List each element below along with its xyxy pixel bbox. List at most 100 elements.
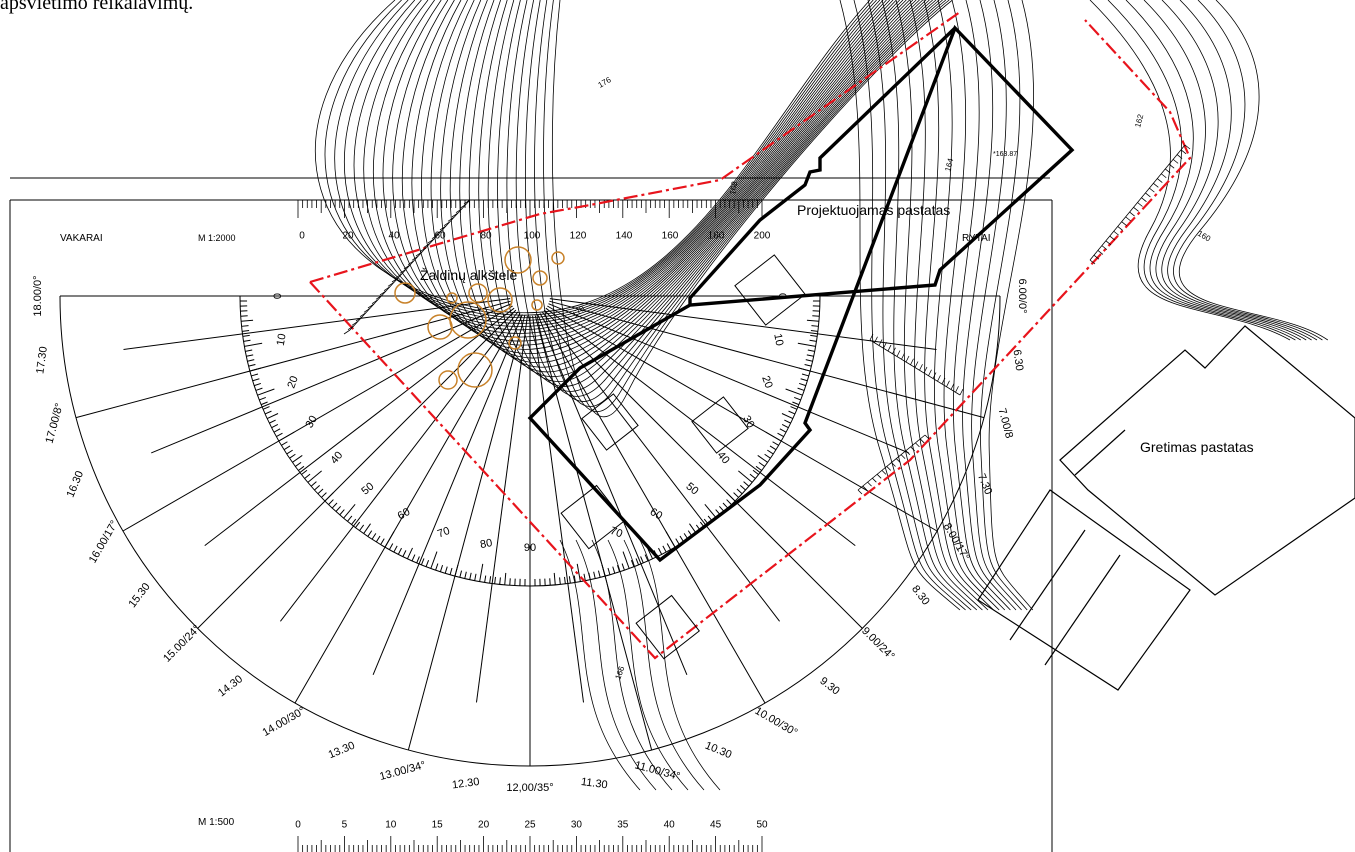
scale-bottom-tick-label: 0 <box>295 820 301 831</box>
wall-hatch <box>1093 254 1100 260</box>
protractor-tick <box>573 575 576 583</box>
wall-hatch <box>959 388 964 396</box>
scale-bottom-tick-label: 40 <box>664 820 676 831</box>
protractor-tick <box>380 538 385 545</box>
protractor-tick <box>800 378 808 382</box>
protractor-degree-label: 20 <box>285 374 300 390</box>
protractor-tick <box>249 367 262 372</box>
protractor-tick <box>733 492 739 498</box>
wall-hatch <box>1153 183 1159 188</box>
protractor-tick <box>241 325 249 327</box>
protractor-tick <box>347 515 353 522</box>
scale-bars <box>297 200 763 852</box>
sun-time-label: 16.30 <box>65 469 87 499</box>
sun-time-label: 14.00/30° <box>261 705 308 739</box>
scale-bottom-tick-label: 45 <box>710 820 722 831</box>
wall-hatch <box>351 321 359 326</box>
contour-line <box>497 0 933 387</box>
tree-circle <box>427 314 453 340</box>
wall-hatch <box>431 234 439 239</box>
wall-hatch <box>881 470 887 475</box>
contour-line <box>559 539 641 791</box>
contour-line <box>373 0 891 331</box>
scale-top-tick-label: 160 <box>662 231 679 242</box>
wall-hatch <box>391 277 399 283</box>
tree-circle <box>504 246 532 274</box>
protractor-tick <box>553 572 556 585</box>
plot-boundary <box>309 11 1192 660</box>
wall-hatch <box>862 485 868 491</box>
protractor-tick <box>726 499 732 505</box>
sun-ray <box>548 303 909 454</box>
wall-hatch <box>347 325 355 330</box>
protractor-tick <box>420 558 425 566</box>
protractor-tick <box>355 521 361 528</box>
contour-line <box>1107 0 1296 341</box>
scale-bottom-tick-label: 30 <box>571 820 583 831</box>
protractor-tick <box>621 563 625 571</box>
protractor-tick <box>568 576 571 584</box>
protractor-tick <box>260 401 268 406</box>
wall-hatch <box>874 336 878 343</box>
header-text: apšvietimo reikalavimų. <box>0 0 194 14</box>
tree-circle <box>551 251 565 265</box>
protractor-degree-label: 10 <box>275 333 289 347</box>
wall-hatch <box>387 282 395 287</box>
contour-line <box>639 539 721 791</box>
wall-hatch <box>1117 226 1123 231</box>
contour-line <box>1143 0 1307 341</box>
contour-line <box>487 0 930 382</box>
protractor-tick <box>804 363 812 367</box>
protractor-tick <box>307 470 322 483</box>
contour-line <box>478 0 927 377</box>
wall-hatch <box>363 308 371 313</box>
wall-hatch <box>1145 192 1151 198</box>
protractor-degree-label: 20 <box>759 374 774 390</box>
wall-hatch <box>867 481 872 487</box>
protractor-tick <box>752 469 759 475</box>
protractor-tick <box>298 465 305 471</box>
sun-time-label: 17.00/8° <box>44 402 66 445</box>
wall-hatch <box>901 353 905 360</box>
wall-hatch <box>937 375 941 382</box>
protractor-tick <box>242 334 250 337</box>
contour-line <box>440 0 914 359</box>
protractor-tick <box>739 484 746 491</box>
protractor-tick <box>335 505 342 512</box>
scale-top-tick-label: 200 <box>754 231 771 242</box>
tree-circle <box>468 283 488 303</box>
wall-hatch <box>1157 178 1163 183</box>
protractor-tick <box>324 492 334 502</box>
tree-circle <box>449 301 487 339</box>
sun-ray <box>372 314 523 675</box>
protractor-degree-label: 30 <box>740 414 757 431</box>
wall-hatch <box>447 217 455 222</box>
protractor-tick <box>665 531 676 548</box>
protractor-tick <box>281 441 288 446</box>
wall-hatch <box>857 489 863 495</box>
protractor-tick <box>779 428 787 433</box>
protractor-tick <box>784 419 791 424</box>
tree-circle <box>508 336 522 350</box>
sun-ray <box>545 307 856 546</box>
contour-line <box>853 0 966 611</box>
scale-top-tick-label: 80 <box>480 231 492 242</box>
protractor-tick <box>635 558 640 566</box>
protractor-tick <box>749 473 756 479</box>
protractor-tick <box>806 319 819 322</box>
protractor-tick <box>785 388 803 396</box>
wall-hatch <box>395 273 403 278</box>
protractor-tick <box>798 367 811 372</box>
sun-time-label: 10.30 <box>703 740 733 762</box>
wall-hatch <box>371 299 379 304</box>
contour-line <box>1173 0 1323 341</box>
protractor-tick <box>583 573 586 581</box>
protractor-degree-label: 0 <box>776 293 788 299</box>
sun-time-label: 15.00/24° <box>161 623 203 665</box>
scale-top-tick-label: 180 <box>708 231 725 242</box>
contour-label-162: 162 <box>1133 113 1145 129</box>
contour-label-160: 160 <box>1196 229 1213 244</box>
protractor-tick <box>317 488 324 495</box>
protractor-tick <box>252 378 260 382</box>
